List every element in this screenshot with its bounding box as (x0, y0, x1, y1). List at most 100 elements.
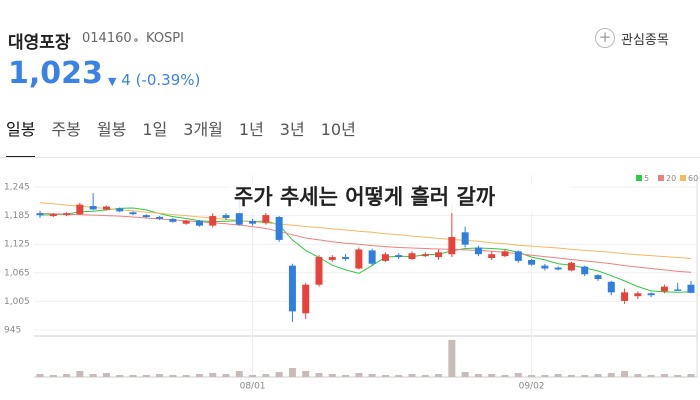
volume-bar (36, 374, 44, 377)
price: 1,023 (8, 56, 103, 91)
volume-bar (222, 374, 230, 377)
candle-body (36, 213, 44, 216)
volume-bar (209, 373, 217, 377)
candle-body (76, 204, 84, 215)
candle-body (501, 251, 509, 257)
candle-body (381, 254, 389, 261)
volume-bar (554, 374, 562, 377)
candle-body (182, 220, 190, 224)
volume-bar (262, 374, 270, 377)
volume-bar (368, 374, 376, 377)
period-tab[interactable]: 1일 (142, 120, 168, 139)
candle-body (554, 267, 562, 270)
y-tick-label: 945 (4, 326, 21, 336)
volume-bar (116, 375, 124, 377)
divider (0, 157, 700, 158)
volume-bar (129, 375, 137, 377)
y-tick-label: 1,005 (4, 297, 30, 307)
candle-body (514, 251, 522, 261)
change-pct: (-0.39%) (135, 71, 201, 89)
volume-bar (514, 373, 522, 377)
x-tick-label: 08/01 (240, 382, 266, 392)
volume-bar (89, 374, 97, 377)
candle-body (541, 265, 549, 269)
period-tab[interactable]: 3개월 (183, 120, 223, 139)
x-tick-label: 09/02 (519, 382, 545, 392)
candle-body (49, 214, 57, 217)
volume-bar (195, 374, 203, 377)
candle-body (435, 252, 443, 258)
candle-body (594, 275, 602, 279)
candle-body (368, 250, 376, 264)
candle-body (448, 237, 456, 255)
watch-button[interactable]: + 관심종목 (595, 28, 669, 48)
candle-body (687, 284, 695, 293)
candle-body (488, 254, 496, 259)
candle-body (235, 213, 243, 225)
candle-body (528, 259, 536, 265)
candle-body (634, 293, 642, 297)
candle-body (288, 265, 296, 312)
period-tab[interactable]: 주봉 (51, 120, 81, 139)
candle-body (275, 217, 283, 240)
volume-bar (488, 374, 496, 377)
candle-body (660, 286, 668, 292)
candle-body (315, 257, 323, 285)
annotation-bg (230, 183, 570, 213)
separator-dot (134, 38, 138, 42)
volume-bar (169, 375, 177, 377)
period-tab[interactable]: 1년 (238, 120, 264, 139)
y-tick-label: 1,245 (4, 183, 30, 193)
volume-bar (235, 371, 243, 377)
period-tabs: 일봉 주봉 월봉 1일 3개월 1년 3년 10년 (6, 116, 378, 158)
legend-swatch (680, 175, 686, 181)
y-tick-label: 1,065 (4, 268, 30, 278)
candle-body (142, 215, 150, 218)
volume-bar (634, 374, 642, 377)
candle-body (647, 293, 655, 296)
volume-bar (342, 375, 350, 377)
period-tab[interactable]: 월봉 (96, 120, 127, 139)
y-tick-label: 1,185 (4, 211, 30, 221)
period-tab[interactable]: 3년 (279, 120, 305, 139)
candle-body (89, 206, 97, 210)
candle-body (302, 284, 310, 314)
candle-body (209, 216, 217, 226)
volume-bar (435, 374, 443, 377)
volume-bar (76, 371, 84, 377)
ma-line (39, 202, 692, 259)
ma-line (39, 212, 692, 273)
candle-body (129, 212, 137, 215)
volume-bar (621, 371, 629, 377)
volume-bar (660, 374, 668, 377)
candle-body (262, 215, 270, 223)
volume-bar (156, 374, 164, 377)
volume-bar (302, 371, 310, 377)
volume-bar (355, 373, 363, 377)
volume-bar (607, 373, 615, 377)
candle-body (581, 266, 589, 275)
volume-bar (541, 375, 549, 377)
candle-body (156, 217, 164, 219)
period-tab[interactable]: 10년 (320, 120, 356, 139)
volume-bar (142, 375, 150, 377)
candle-body (421, 254, 429, 257)
watch-label: 관심종목 (621, 32, 669, 48)
legend-label: 5 (644, 174, 649, 183)
volume-bar (421, 375, 429, 377)
candle-body (408, 253, 416, 259)
candle-body (395, 255, 403, 258)
candle-body (195, 220, 203, 226)
change: 4 (121, 71, 131, 89)
volume-bar (328, 374, 336, 377)
volume-bar (687, 374, 695, 377)
candle-body (674, 289, 682, 291)
candle-body (102, 206, 110, 210)
legend-label: 20 (666, 174, 676, 183)
volume-bar (594, 374, 602, 377)
stock-name: 대영포장 (8, 33, 71, 53)
volume-bar (288, 368, 296, 377)
candle-body (621, 292, 629, 301)
annotation: 주가 추세는 어떻게 흘러 갈까 (234, 185, 496, 209)
